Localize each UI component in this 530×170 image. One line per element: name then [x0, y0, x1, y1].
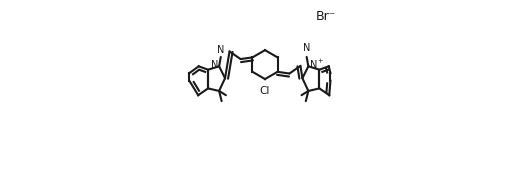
- Text: Br⁻: Br⁻: [316, 11, 337, 23]
- Text: Cl: Cl: [260, 86, 270, 96]
- Text: N: N: [211, 60, 218, 70]
- Text: N: N: [217, 45, 225, 55]
- Text: N: N: [303, 43, 311, 53]
- Text: N$^+$: N$^+$: [309, 58, 325, 72]
